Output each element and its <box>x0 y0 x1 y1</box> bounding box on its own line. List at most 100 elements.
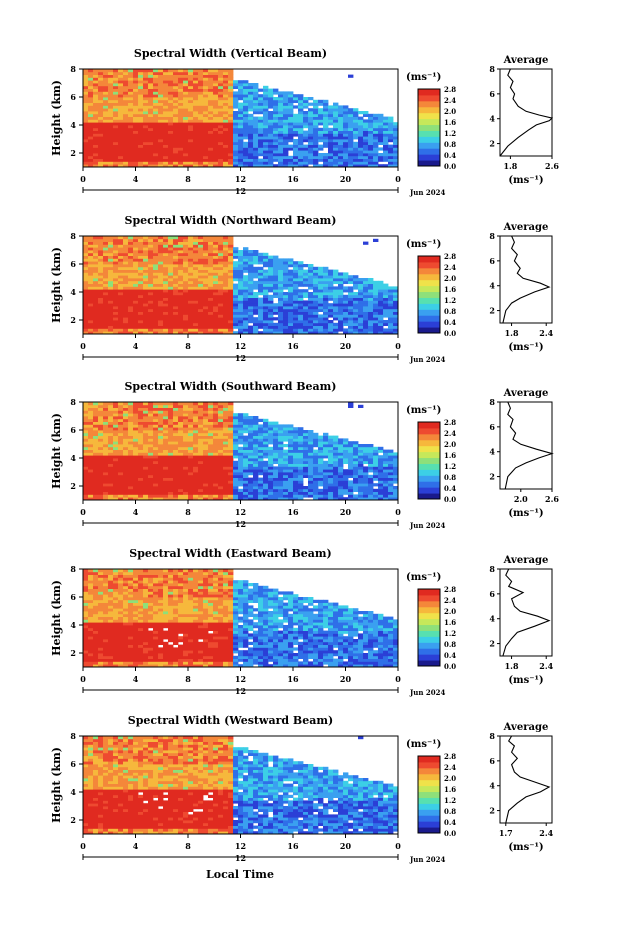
heatmap-cell <box>288 261 294 265</box>
heatmap-cell <box>183 111 189 115</box>
heatmap-cell <box>118 292 124 296</box>
heatmap-cell <box>103 463 109 467</box>
heatmap-cell <box>173 247 179 251</box>
heatmap-cell <box>293 144 299 148</box>
heatmap-cell <box>223 410 229 414</box>
heatmap-cell <box>188 303 194 307</box>
heatmap-cell <box>153 108 159 112</box>
heatmap-cell <box>143 444 149 448</box>
heatmap-cell <box>103 150 109 154</box>
heatmap-cell <box>218 269 224 273</box>
heatmap-cell <box>273 125 279 129</box>
heatmap-cell <box>88 97 94 101</box>
heatmap-cell <box>188 402 194 406</box>
heatmap-cell <box>103 71 109 75</box>
heatmap-cell <box>233 266 239 270</box>
heatmap-cell <box>138 294 144 298</box>
heatmap-cell <box>188 252 194 256</box>
heatmap-cell <box>158 294 164 298</box>
heatmap-cell <box>143 322 149 326</box>
heatmap-cell <box>318 280 324 284</box>
heatmap-cell <box>308 133 314 137</box>
heatmap-cell <box>138 85 144 89</box>
heatmap-cell <box>118 261 124 265</box>
heatmap-cell <box>273 133 279 137</box>
heatmap-cell <box>243 477 249 481</box>
heatmap-cell <box>208 164 214 168</box>
heatmap-cell <box>338 130 344 134</box>
heatmap-cell <box>228 452 234 456</box>
heatmap-cell <box>263 161 269 165</box>
heatmap-cell <box>183 272 189 276</box>
heatmap-cell <box>258 300 264 304</box>
heatmap-cell <box>218 130 224 134</box>
heatmap-cell <box>103 413 109 417</box>
heatmap-cell <box>158 105 164 109</box>
heatmap-cell <box>133 404 139 408</box>
heatmap-cell <box>178 410 184 414</box>
heatmap-cell <box>93 264 99 268</box>
heatmap-cell <box>293 297 299 301</box>
heatmap-cell <box>98 314 104 318</box>
heatmap-cell <box>328 303 334 307</box>
heatmap-cell <box>113 164 119 168</box>
heatmap-cell <box>208 494 214 498</box>
heatmap-cell <box>188 472 194 476</box>
heatmap-cell <box>208 322 214 326</box>
heatmap-cell <box>243 494 249 498</box>
heatmap-cell <box>153 413 159 417</box>
heatmap-cell <box>273 136 279 140</box>
heatmap-cell <box>283 311 289 315</box>
heatmap-cell <box>253 488 259 492</box>
heatmap-cell <box>323 113 329 117</box>
heatmap-cell <box>118 111 124 115</box>
heatmap-cell <box>178 83 184 87</box>
heatmap-cell <box>153 452 159 456</box>
heatmap-cell <box>223 488 229 492</box>
heatmap-cell <box>128 421 134 425</box>
heatmap-cell <box>288 314 294 318</box>
heatmap-cell <box>338 283 344 287</box>
heatmap-cell <box>328 153 334 157</box>
heatmap-cell <box>208 102 214 106</box>
heatmap-cell <box>303 125 309 129</box>
heatmap-cell <box>253 432 259 436</box>
heatmap-cell <box>143 155 149 159</box>
heatmap-cell <box>198 241 204 245</box>
colorbar-segment <box>418 100 440 108</box>
heatmap-cell <box>143 486 149 490</box>
heatmap-cell <box>318 111 324 115</box>
heatmap-cell <box>138 308 144 312</box>
heatmap-cell <box>113 430 119 434</box>
heatmap-cell <box>308 153 314 157</box>
heatmap-cell <box>303 264 309 268</box>
heatmap-cell <box>203 491 209 495</box>
heatmap-cell <box>123 77 129 81</box>
heatmap-cell <box>198 153 204 157</box>
heatmap-cell <box>293 303 299 307</box>
heatmap-cell <box>283 320 289 324</box>
heatmap-cell <box>203 418 209 422</box>
heatmap-cell <box>173 130 179 134</box>
heatmap-cell <box>383 164 389 168</box>
heatmap-cell <box>243 300 249 304</box>
heatmap-cell <box>93 94 99 98</box>
heatmap-cell <box>348 119 354 123</box>
heatmap-cell <box>143 85 149 89</box>
heatmap-cell <box>138 88 144 92</box>
heatmap-cell <box>203 127 209 131</box>
heatmap-cell <box>313 272 319 276</box>
heatmap-cell <box>93 250 99 254</box>
heatmap-cell <box>138 427 144 431</box>
heatmap-cell <box>173 150 179 154</box>
heatmap-cell <box>353 136 359 140</box>
heatmap-cell <box>93 269 99 273</box>
heatmap-cell <box>258 158 264 162</box>
heatmap-cell <box>93 469 99 473</box>
heatmap-cell <box>93 483 99 487</box>
heatmap-cell <box>218 153 224 157</box>
heatmap-cell <box>163 238 169 242</box>
heatmap-cell <box>123 71 129 75</box>
heatmap-cell <box>223 463 229 467</box>
heatmap-cell <box>218 421 224 425</box>
